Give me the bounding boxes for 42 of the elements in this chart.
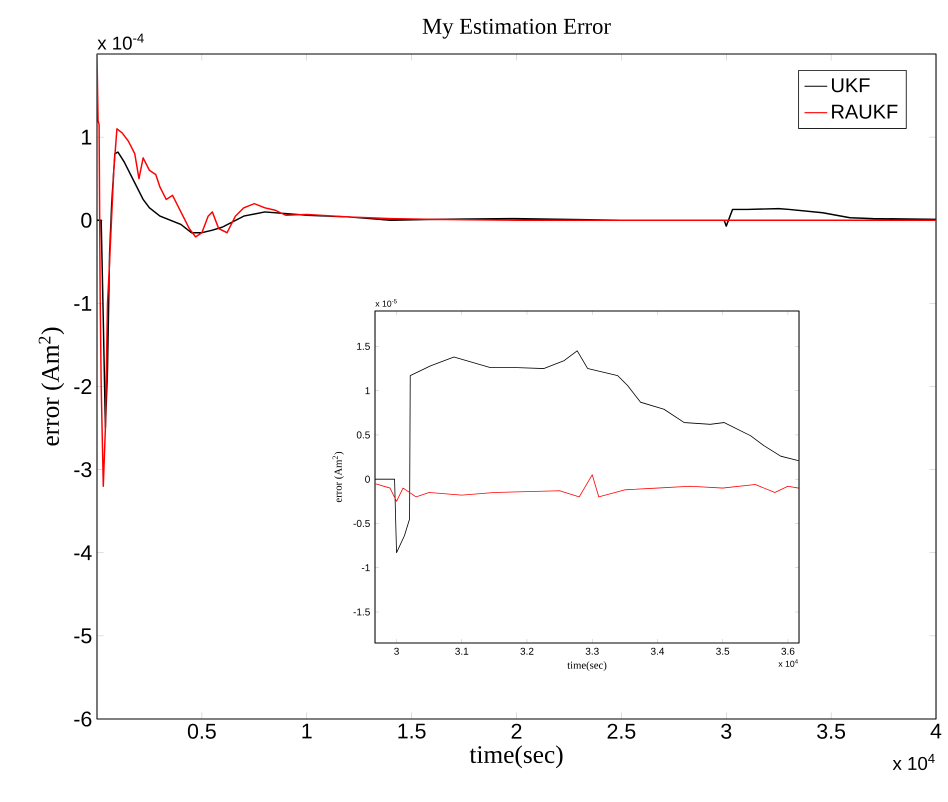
y-tick-label: -5 xyxy=(74,628,92,644)
y-tick-label: -2 xyxy=(74,379,92,394)
legend-label: UKF xyxy=(832,78,870,92)
x-tick-label: 3.6 xyxy=(781,648,794,655)
x-tick-label: 4 xyxy=(930,724,942,738)
x-tick-label: 3.1 xyxy=(455,648,468,655)
x-tick-label: 3.3 xyxy=(586,648,599,655)
y-tick-label: 0 xyxy=(365,476,370,483)
chart-title: My Estimation Error xyxy=(422,18,611,39)
x-axis-title: time(sec) xyxy=(470,745,563,768)
y-tick-label: -4 xyxy=(74,545,92,560)
x-tick-label: 3 xyxy=(394,648,399,655)
x-tick-label: 3.5 xyxy=(817,724,846,739)
x-tick-label: 3.2 xyxy=(520,648,534,655)
y-tick-label: -1.5 xyxy=(354,608,370,616)
x-tick-label: 0.5 xyxy=(188,724,216,739)
x-axis-title: time(sec) xyxy=(567,661,606,671)
y-tick-label: 1 xyxy=(365,387,370,394)
x-tick-label: 3 xyxy=(721,724,732,739)
x-tick-label: 1.5 xyxy=(398,724,426,739)
y-tick-label: 1.5 xyxy=(357,342,370,350)
y-tick-label: 0 xyxy=(81,212,92,228)
annotation: x 10$^{-5}$ xyxy=(375,299,397,307)
line-series xyxy=(375,474,799,502)
y-tick-label: -0.5 xyxy=(354,520,370,528)
y-tick-label: -1 xyxy=(362,564,370,572)
y-tick-label: 1 xyxy=(82,130,92,144)
y-axis-title: error (Am$^{2}$) xyxy=(38,328,64,446)
annotation: x 10$^{4}$ xyxy=(778,659,798,667)
y-tick-label: -6 xyxy=(74,711,92,727)
x-tick-label: 2 xyxy=(512,724,522,739)
text: x 10$^{4}$ xyxy=(892,754,935,770)
y-tick-label: -1 xyxy=(74,296,92,311)
y-tick-label: 0.5 xyxy=(356,431,370,438)
y-axis-title: error (Am$^{2}$) xyxy=(332,452,344,502)
legend-label: RAUKF xyxy=(832,104,898,119)
text: x 10$^{-4}$ xyxy=(97,34,144,50)
y-tick-label: -3 xyxy=(74,462,92,478)
x-tick-label: 2.5 xyxy=(608,724,636,739)
x-tick-label: 3.5 xyxy=(716,648,730,655)
x-tick-label: 1 xyxy=(302,724,312,738)
x-tick-label: 3.4 xyxy=(650,648,664,655)
